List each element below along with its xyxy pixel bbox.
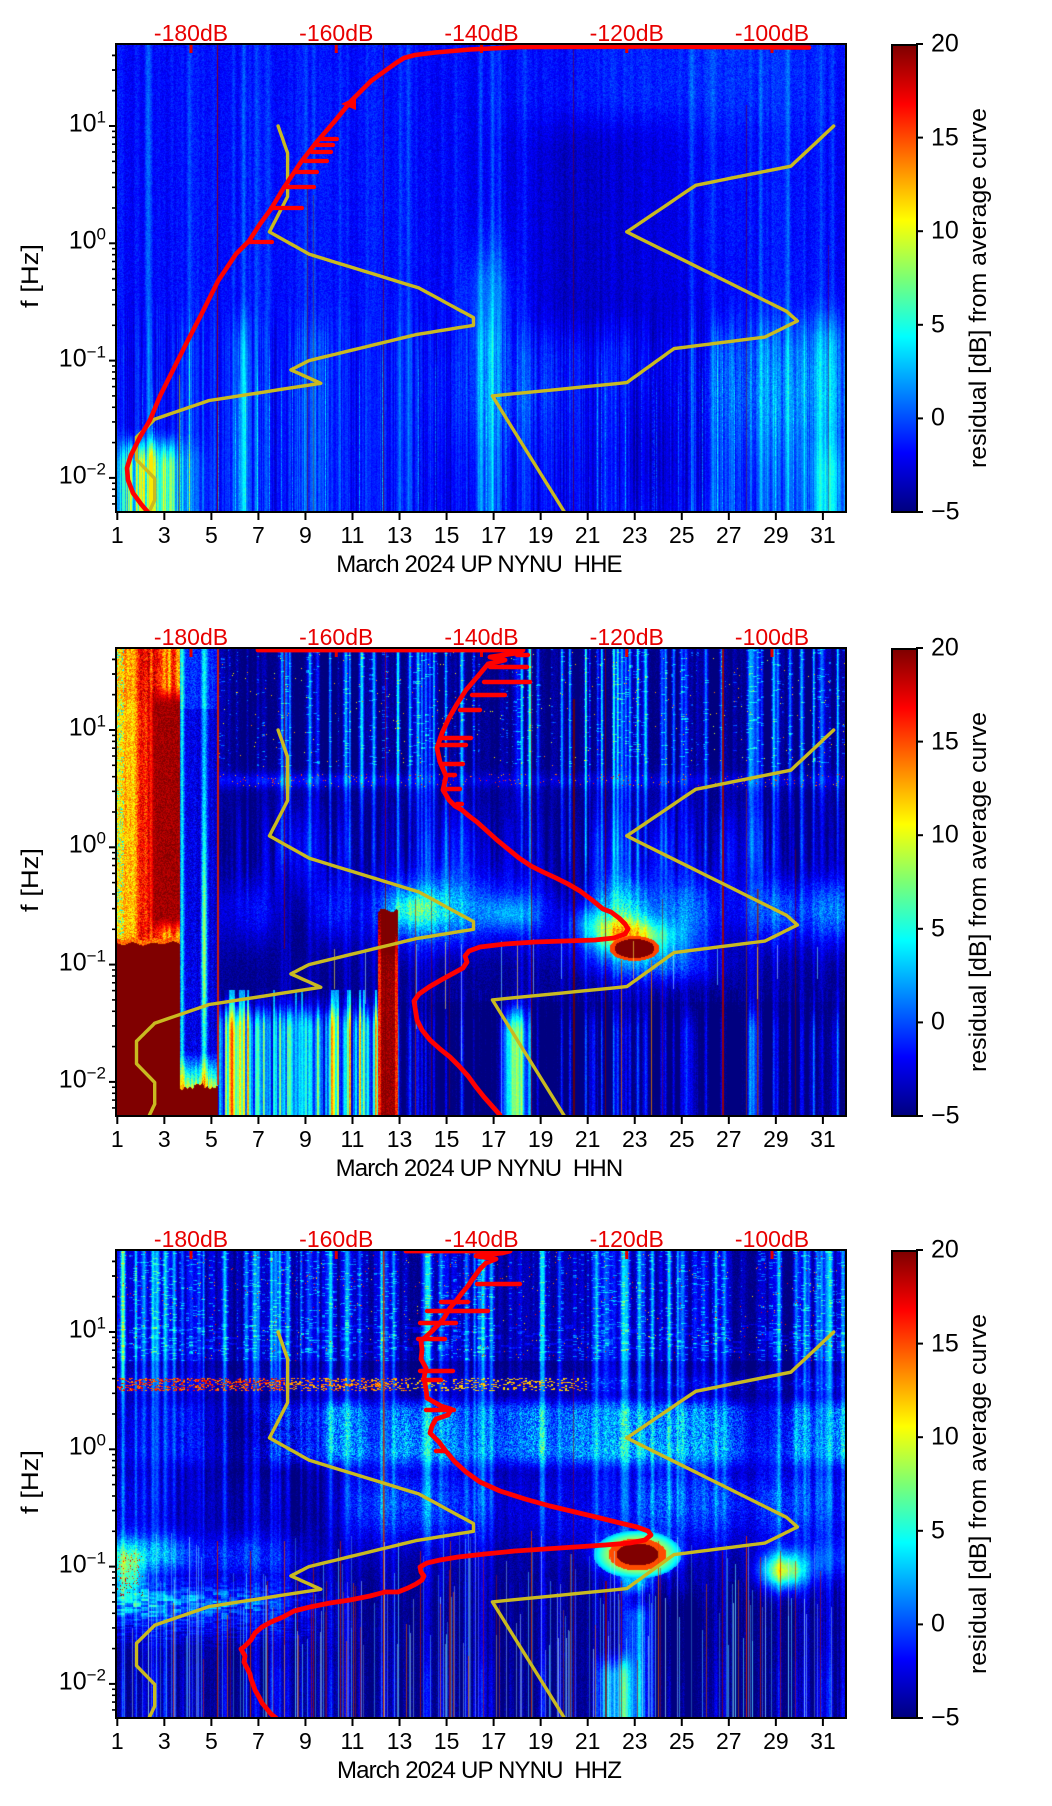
svg-text:residual [dB] from average cur: residual [dB] from average curve: [965, 712, 992, 1072]
svg-text:f [Hz]: f [Hz]: [17, 1450, 44, 1514]
svg-text:residual [dB] from average cur: residual [dB] from average curve: [965, 108, 992, 468]
svg-text:residual [dB] from average cur: residual [dB] from average curve: [965, 1314, 992, 1674]
svg-text:f [Hz]: f [Hz]: [17, 244, 44, 308]
svg-text:f [Hz]: f [Hz]: [17, 848, 44, 912]
